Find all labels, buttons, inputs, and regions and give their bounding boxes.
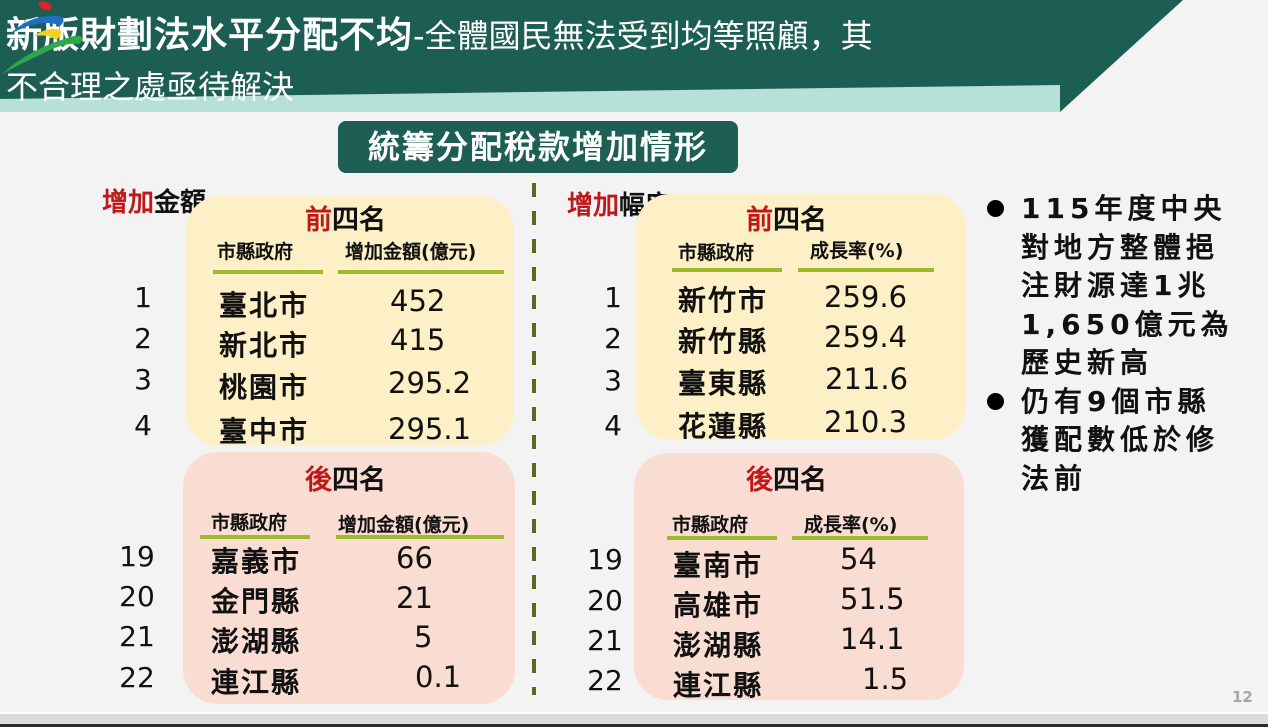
- rank: 19: [587, 543, 623, 576]
- header-underline: [667, 536, 777, 540]
- value: 14.1: [840, 622, 905, 656]
- city-name: 金門縣: [211, 585, 302, 618]
- city-name: 連江縣: [211, 666, 302, 699]
- city-name: 臺南市: [673, 549, 764, 582]
- bottom-bar: [0, 724, 1268, 727]
- value: 54: [840, 542, 877, 576]
- header-underline: [672, 268, 782, 272]
- value: 51.5: [840, 582, 905, 616]
- city-name: 新竹縣: [678, 325, 769, 358]
- value: 211.6: [825, 362, 909, 396]
- header-underline: [213, 270, 323, 274]
- header-underline: [792, 536, 928, 540]
- rank: 20: [587, 584, 623, 617]
- value: 21: [396, 581, 433, 615]
- rank: 3: [134, 363, 152, 396]
- left-top-panel: [186, 196, 514, 446]
- page-number: 12: [1232, 688, 1253, 706]
- city-name: 新北市: [219, 329, 310, 362]
- value: 259.4: [824, 320, 908, 354]
- bottom-strip: [0, 712, 1268, 726]
- rank: 4: [134, 409, 152, 442]
- rank: 3: [604, 364, 622, 397]
- column-header-name: 市縣政府: [672, 514, 749, 536]
- title-subtitle: -全體國民無法受到均等照顧，其: [413, 17, 873, 55]
- value: 415: [390, 323, 446, 357]
- bullet-list: 115年度中央對地方整體挹注財源達1兆1,650億元為歷史新高 仍有9個市縣獲配…: [985, 190, 1235, 498]
- column-header-name: 市縣政府: [211, 512, 288, 534]
- column-header-value: 成長率(%): [810, 240, 904, 262]
- city-name: 連江縣: [673, 669, 764, 702]
- column-header-value: 成長率(%): [804, 514, 898, 536]
- city-name: 高雄市: [673, 589, 764, 622]
- city-name: 臺北市: [219, 289, 310, 322]
- city-name: 嘉義市: [211, 545, 302, 578]
- column-header-name: 市縣政府: [217, 241, 294, 263]
- rank: 22: [119, 661, 155, 694]
- value: 0.1: [415, 660, 462, 694]
- rank: 4: [604, 409, 622, 442]
- right-top-panel: [636, 194, 966, 440]
- column-header-value: 增加金額(億元): [345, 241, 477, 263]
- value: 295.2: [388, 366, 472, 400]
- column-header-value: 增加金額(億元): [338, 514, 470, 536]
- header-underline: [336, 535, 504, 539]
- header-underline: [200, 535, 310, 539]
- slide-title: 新版財劃法水平分配不均-全體國民無法受到均等照顧，其: [6, 6, 873, 58]
- rank: 1: [604, 281, 622, 314]
- bullet-dot-icon: [987, 200, 1004, 217]
- rank: 2: [604, 322, 622, 355]
- city-name: 桃園市: [219, 371, 310, 404]
- right-bottom-panel: [634, 453, 964, 700]
- rank: 19: [119, 540, 155, 573]
- panel-title: 前四名: [746, 205, 827, 236]
- header-underline: [338, 270, 504, 274]
- city-name: 澎湖縣: [673, 629, 764, 662]
- dashed-divider: [532, 183, 536, 695]
- value: 66: [396, 541, 433, 575]
- panel-title: 前四名: [305, 205, 386, 236]
- runner-logo-icon: [2, 1, 82, 74]
- value: 1.5: [862, 662, 909, 696]
- section-title: 統籌分配稅款增加情形: [338, 121, 738, 173]
- city-name: 臺東縣: [678, 367, 769, 400]
- rank: 22: [587, 664, 623, 697]
- title-line-2: 不合理之處亟待解決: [6, 68, 295, 106]
- label-red: 增加: [102, 188, 155, 218]
- value: 259.6: [824, 280, 908, 314]
- value: 210.3: [824, 405, 908, 439]
- value: 452: [390, 284, 446, 318]
- column-header-name: 市縣政府: [678, 242, 755, 264]
- city-name: 新竹市: [678, 284, 769, 317]
- left-bottom-panel: [183, 452, 515, 704]
- title-main: 新版財劃法水平分配不均: [6, 15, 414, 56]
- panel-title: 後四名: [746, 465, 827, 496]
- bullet-item: 仍有9個市縣獲配數低於修法前: [985, 383, 1235, 499]
- header-underline: [798, 268, 934, 272]
- city-name: 澎湖縣: [211, 625, 302, 658]
- rank: 2: [134, 322, 152, 355]
- rank: 21: [587, 624, 623, 657]
- label-red: 增加: [567, 191, 620, 221]
- rank: 1: [134, 281, 152, 314]
- city-name: 臺中市: [219, 415, 310, 448]
- value: 295.1: [388, 412, 472, 446]
- slide-header: 新版財劃法水平分配不均-全體國民無法受到均等照顧，其 不合理之處亟待解決: [0, 0, 1268, 115]
- bullet-item: 115年度中央對地方整體挹注財源達1兆1,650億元為歷史新高: [985, 190, 1235, 383]
- value: 5: [414, 620, 433, 654]
- rank: 21: [119, 620, 155, 653]
- panel-title: 後四名: [305, 465, 386, 496]
- city-name: 花蓮縣: [678, 410, 769, 443]
- bullet-dot-icon: [987, 392, 1004, 410]
- rank: 20: [119, 580, 155, 613]
- header-background: [0, 0, 1183, 112]
